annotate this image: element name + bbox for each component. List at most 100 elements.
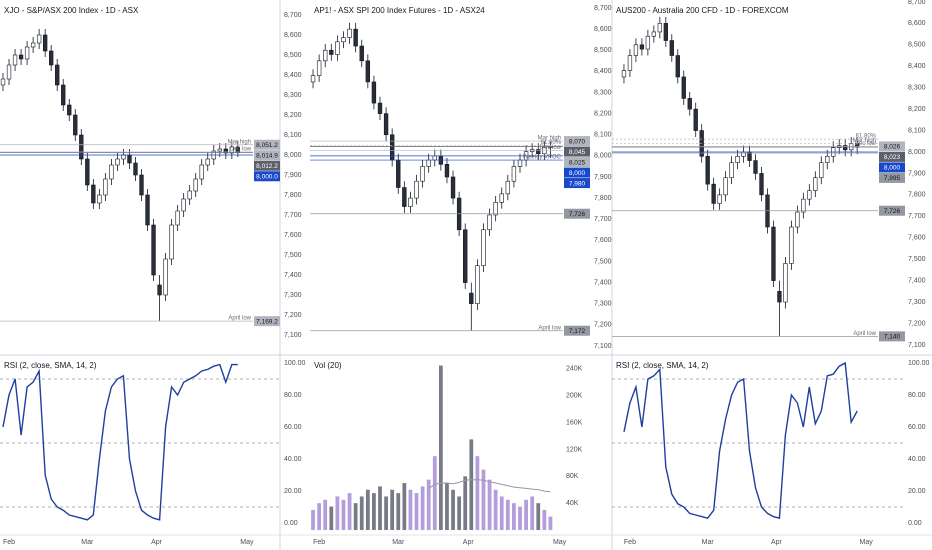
- candle-body: [217, 148, 222, 152]
- volume-bar: [469, 439, 474, 531]
- y-tick-label: 160K: [566, 419, 583, 426]
- candle-body: [795, 211, 800, 228]
- candle-body: [157, 284, 162, 296]
- candle-body: [487, 214, 492, 231]
- candle-body: [97, 194, 102, 204]
- candle-body: [753, 160, 758, 174]
- candle-body: [735, 155, 740, 164]
- candle-body: [444, 164, 450, 178]
- y-tick-label: 60.00: [284, 424, 302, 431]
- y-tick-label: 120K: [566, 446, 583, 453]
- y-tick-label: 7,500: [594, 258, 612, 265]
- candle-body: [705, 155, 710, 185]
- volume-bar: [408, 489, 413, 531]
- candle-body: [843, 145, 848, 151]
- candle-body: [103, 178, 108, 196]
- candle-body: [621, 70, 627, 78]
- candle-body: [163, 258, 168, 296]
- level-name: Weekly VPOC: [523, 155, 562, 161]
- candle-body: [341, 37, 346, 43]
- candle-body: [371, 81, 377, 104]
- rsi-line: [623, 361, 858, 520]
- price-box-label: 8,023: [884, 154, 901, 161]
- x-tick-label: Mar: [392, 539, 405, 546]
- candle-body: [347, 28, 352, 38]
- volume-bar: [451, 489, 455, 531]
- candle-body: [777, 291, 782, 303]
- candle-body: [511, 166, 517, 182]
- volume-bar: [481, 469, 486, 531]
- candle-body: [145, 194, 150, 226]
- volume-bar: [372, 493, 376, 531]
- volume-bar: [359, 496, 364, 531]
- price-box: [254, 139, 280, 150]
- candle-body: [463, 229, 468, 283]
- y-tick-label: 8,000: [284, 152, 302, 159]
- x-tick-label: May: [240, 539, 254, 546]
- y-tick-label: 8,600: [908, 20, 926, 27]
- candle-body: [49, 50, 54, 66]
- y-tick-label: 7,900: [908, 170, 926, 177]
- x-tick-label: Feb: [3, 539, 15, 546]
- volume-bar: [420, 486, 425, 531]
- candle-body: [432, 155, 437, 161]
- candle-body: [819, 162, 824, 179]
- candle-body: [42, 34, 48, 52]
- candle-body: [450, 176, 456, 199]
- price-box: [879, 151, 905, 162]
- candle-body: [402, 187, 407, 207]
- candle-body: [223, 148, 228, 154]
- candle-body: [323, 49, 328, 62]
- candle-body: [633, 44, 639, 56]
- candle-body: [639, 44, 645, 50]
- volume-bar: [536, 503, 541, 531]
- price-box-label: 8,025: [569, 159, 586, 166]
- candle-body: [55, 64, 60, 86]
- candle-body: [759, 173, 764, 196]
- volume-bar: [329, 506, 334, 531]
- y-tick-label: 8,400: [284, 72, 302, 79]
- y-tick-label: 7,100: [908, 342, 926, 349]
- volume-bar: [378, 486, 382, 531]
- y-tick-label: 8,100: [284, 132, 302, 139]
- y-tick-label: 8,200: [594, 110, 612, 117]
- price-box: [564, 146, 590, 157]
- volume-bar: [530, 496, 535, 531]
- panel-title: AUS200 - Australia 200 CFD - 1D - FOREXC…: [616, 6, 789, 15]
- x-tick-label: Mar: [81, 539, 94, 546]
- y-tick-label: 8,600: [284, 32, 302, 39]
- volume-ma: [428, 479, 551, 493]
- candle-body: [24, 46, 30, 60]
- candle-body: [771, 226, 776, 281]
- y-tick-label: 7,500: [284, 252, 302, 259]
- candle-body: [536, 149, 541, 155]
- y-tick-label: 7,800: [284, 192, 302, 199]
- candle-body: [389, 134, 395, 161]
- candle-body: [36, 34, 42, 44]
- y-tick-label: 7,100: [594, 343, 612, 350]
- y-tick-label: 7,800: [594, 195, 612, 202]
- price-box: [564, 136, 590, 147]
- price-box: [254, 171, 280, 182]
- y-tick-label: 7,200: [594, 322, 612, 329]
- candle-body: [675, 55, 680, 78]
- candle-body: [517, 159, 523, 167]
- volume-bar: [402, 483, 407, 531]
- y-tick-label: 8,300: [594, 89, 612, 96]
- candle-body: [229, 146, 234, 154]
- y-tick-label: 7,400: [594, 279, 612, 286]
- y-tick-label: 7,600: [594, 237, 612, 244]
- candle-body: [420, 166, 425, 182]
- candle-body: [426, 159, 431, 167]
- y-tick-label: 8,300: [908, 85, 926, 92]
- y-tick-label: 7,500: [908, 256, 926, 263]
- panel-title: RSI (2, close, SMA, 14, 2): [4, 361, 97, 370]
- level-name: April low: [538, 325, 561, 331]
- y-tick-label: 8,100: [594, 132, 612, 139]
- candle-body: [133, 162, 138, 176]
- panel-title: Vol (20): [314, 361, 342, 370]
- volume-bar: [518, 506, 522, 531]
- x-tick-label: Mar: [702, 539, 715, 546]
- y-tick-label: 80.00: [908, 392, 926, 399]
- candle-body: [73, 114, 78, 136]
